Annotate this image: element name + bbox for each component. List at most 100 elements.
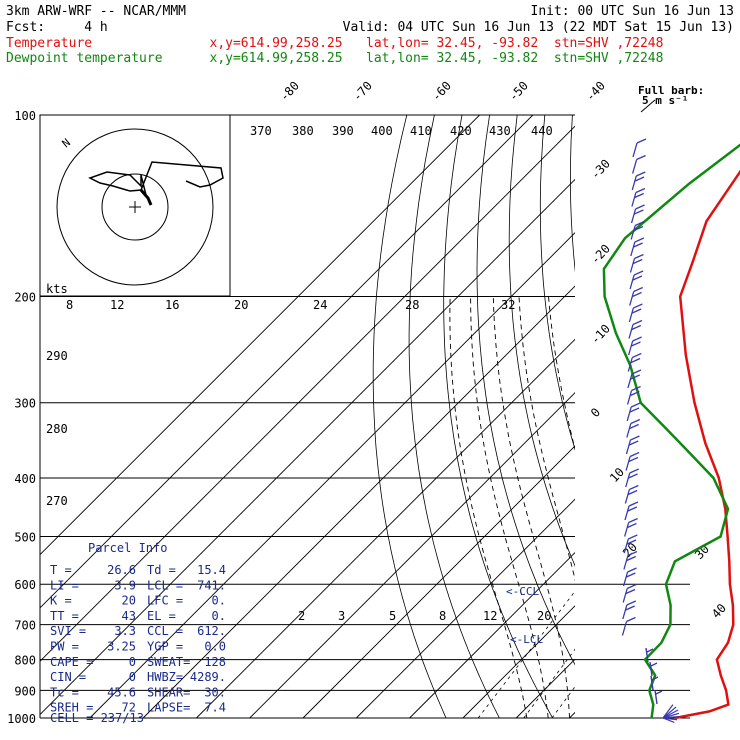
moist-adiabat-16 — [624, 297, 673, 719]
wind-barb-staff — [626, 423, 632, 438]
hodograph-ring-outer — [56, 128, 214, 286]
wind-barb-staff — [626, 406, 632, 422]
isotherm--90 — [89, 232, 575, 719]
parcel-field: 30. — [204, 685, 226, 699]
hodograph-speed-label-28: 28 — [405, 298, 419, 312]
parcel-info-panel: Parcel Info T = 26.6 Td = 15.4 LI = 3.9 LCL = 7… — [50, 541, 226, 725]
forecast-hour-label: Fcst: 4 h — [6, 20, 108, 35]
pressure-label-800: 800 — [14, 654, 36, 668]
wind-barb-staff — [628, 340, 634, 356]
mixing-ratio-label-5: 5 — [389, 609, 396, 623]
parcel-field: K = — [50, 594, 72, 608]
hodograph-trace-low — [139, 189, 153, 206]
isotherm--20 — [462, 605, 575, 719]
wind-barb-flag — [632, 319, 643, 326]
hodograph-ring-inner — [101, 173, 169, 241]
wind-barb-flag — [626, 583, 637, 590]
parcel-field: 0.0 — [204, 640, 226, 654]
parcel-field: 26.6 — [107, 563, 136, 577]
wind-barb-staff — [632, 159, 638, 174]
mixing-ratio-label-8: 8 — [439, 609, 446, 623]
theta-label-410: 410 — [410, 124, 432, 138]
pressure-label-500: 500 — [14, 530, 36, 544]
wind-barb-staff — [622, 604, 628, 620]
isotherm-label--50: -50 — [506, 79, 531, 104]
moist-adiabat-12 — [583, 297, 641, 719]
valid-time-label: Valid: 04 UTC Sun 16 Jun 13 (22 MDT Sat … — [343, 20, 734, 35]
parcel-field: SHEAR= — [147, 685, 190, 699]
isotherm-label-0: 0 — [588, 405, 603, 420]
parcel-field: 43 — [122, 609, 136, 623]
pressure-label-300: 300 — [14, 397, 36, 411]
pressure-label-100: 100 — [14, 109, 36, 123]
parcel-field: SREH = — [50, 701, 93, 715]
full-barb-value: 5 m s⁻¹ — [642, 94, 688, 107]
wind-barbs — [621, 99, 680, 723]
wind-barb-flag — [633, 242, 643, 248]
wind-barb-flag — [626, 600, 637, 606]
isotherm-label--60: -60 — [429, 79, 454, 104]
hodograph: N — [39, 114, 231, 297]
wind-barb-flag — [632, 258, 643, 265]
parcel-field: PW = — [50, 640, 79, 654]
barb-scale-pointer — [640, 99, 656, 113]
parcel-field: SVI = — [50, 624, 86, 638]
hodograph-speed-label-12: 12 — [110, 298, 124, 312]
wind-barb-staff — [621, 621, 628, 636]
wind-barb-flag — [633, 286, 643, 293]
moist-adiabat-28 — [719, 297, 740, 719]
parcel-field: T = — [50, 563, 72, 577]
wind-barb-flag — [634, 220, 645, 227]
wind-barb-flag — [634, 192, 644, 199]
isotherm-10 — [623, 115, 740, 718]
isotherm--70 — [196, 338, 575, 719]
wind-barb-staff — [630, 208, 637, 224]
wind-barb-flag — [636, 154, 646, 161]
mixing-ratio-3 — [551, 686, 575, 719]
isotherm--130 — [40, 115, 480, 556]
parcel-info-title: Parcel Info — [88, 541, 167, 555]
moist-adiabat--8 — [449, 296, 528, 719]
theta-label-400: 400 — [371, 124, 393, 138]
wind-barb-flag — [626, 539, 637, 545]
wind-barb-staff — [624, 522, 630, 537]
pressure-label-200: 200 — [14, 291, 36, 305]
wind-barb-flag — [625, 588, 636, 595]
parcel-field: 4289. — [190, 670, 226, 684]
dry-adiabat-280 — [476, 115, 575, 666]
wind-barb-flag — [627, 567, 637, 573]
pressure-label-1000: 1000 — [7, 712, 36, 726]
wind-barb-surface — [662, 717, 675, 723]
lcl-marker: <-LCL — [510, 633, 543, 646]
wind-barb-staff — [625, 472, 631, 488]
parcel-field: 3.3 — [114, 624, 136, 638]
wind-barb-flag — [629, 451, 640, 458]
mixing-ratio-lines — [477, 590, 575, 719]
wind-barb-flag — [629, 407, 640, 413]
dry-adiabat-260 — [408, 115, 500, 719]
wind-barb-staff — [631, 175, 637, 191]
parcel-field: 0. — [212, 609, 226, 623]
mixing-ratio-label-3: 3 — [338, 609, 345, 623]
wind-barb-flag — [629, 423, 639, 430]
isotherm-label--80: -80 — [277, 79, 302, 104]
ccl-marker: <-CCL — [506, 585, 539, 598]
wind-barb-flag — [630, 418, 641, 425]
wind-barb-flag — [628, 517, 638, 524]
wind-barb-staff — [654, 689, 658, 705]
wind-barb-staff — [626, 390, 633, 405]
hodograph-speed-label-20: 20 — [234, 298, 248, 312]
wind-barb-flag — [626, 555, 636, 562]
moist-adiabat-20 — [672, 297, 708, 719]
dry-adiabat-360 — [711, 115, 740, 718]
wind-barb-flag — [634, 209, 644, 215]
temperature-profile — [674, 169, 740, 720]
moist-adiabat-0 — [492, 296, 570, 719]
theta-label-290: 290 — [46, 349, 68, 363]
isotherm-label--10: -10 — [588, 322, 613, 347]
parcel-field: CCL = — [147, 624, 183, 638]
parcel-field: 128 — [204, 655, 226, 669]
mixing-ratio-label-2: 2 — [298, 609, 305, 623]
wind-barb-staff — [629, 258, 636, 273]
wind-barb-flag — [650, 662, 658, 667]
